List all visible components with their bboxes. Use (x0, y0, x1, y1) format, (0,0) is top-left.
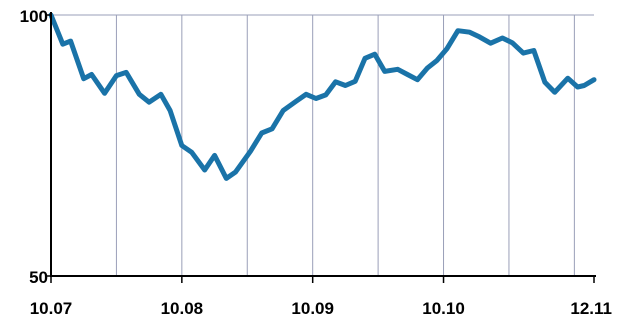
axis-layer (45, 12, 596, 283)
x-tick-label: 12.11 (570, 299, 612, 318)
y-tick-label: 50 (29, 268, 48, 287)
label-layer: 100 50 10.07 10.08 10.09 10.10 12.11 (20, 7, 612, 318)
y-tick-label: 100 (20, 7, 48, 26)
x-tick-label: 10.08 (161, 299, 204, 318)
x-tick-label: 10.10 (422, 299, 465, 318)
series-line (48, 12, 597, 181)
series-layer (48, 12, 597, 181)
grid-layer (51, 14, 594, 276)
x-tick-label: 10.09 (291, 299, 334, 318)
x-tick-label: 10.07 (30, 299, 73, 318)
